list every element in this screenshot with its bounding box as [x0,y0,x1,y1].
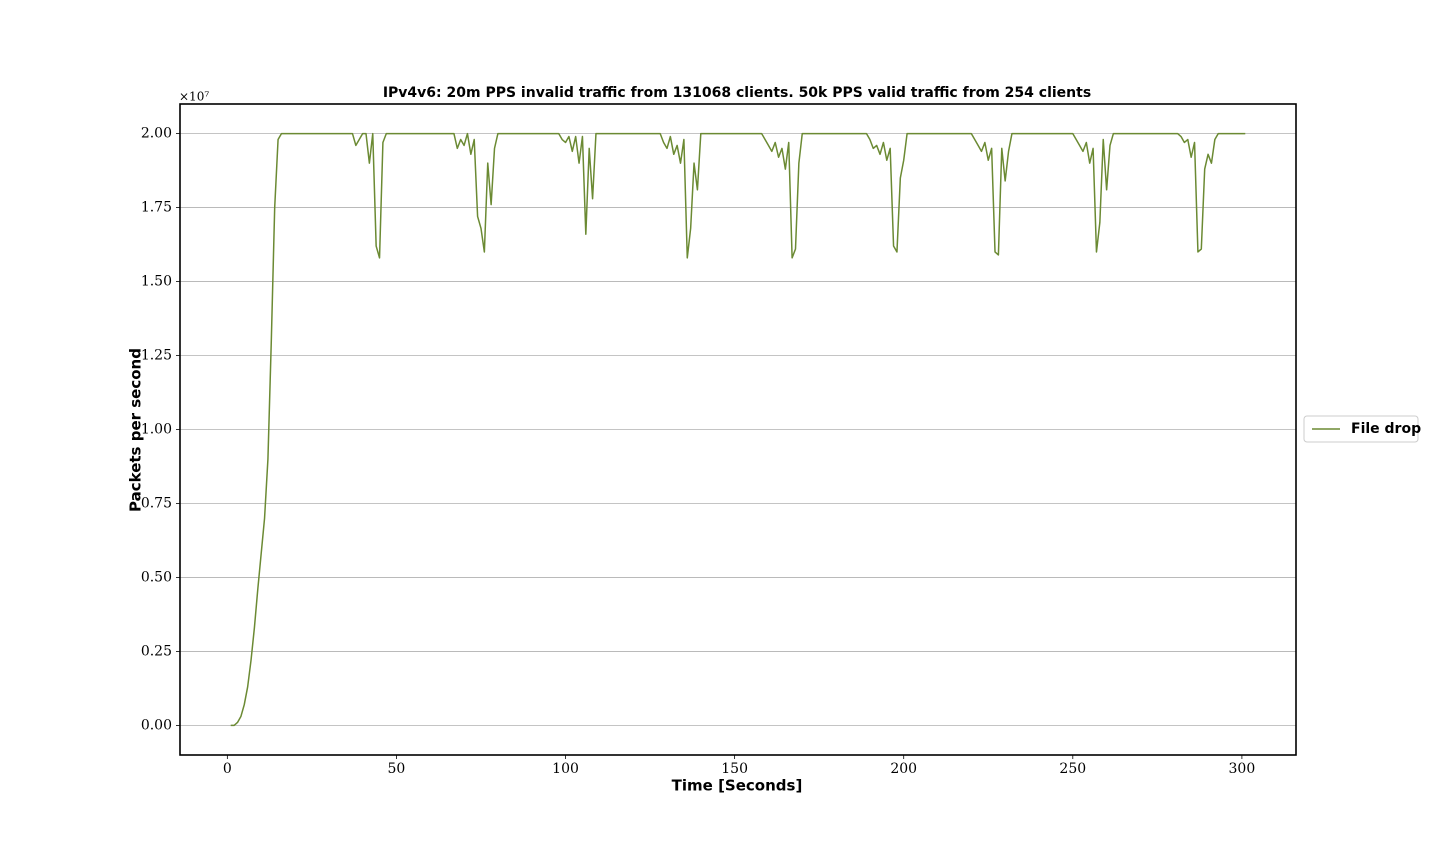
y-tick-label: 0.75 [141,495,172,511]
data-line [230,132,1246,727]
y-axis-label: Packets per second [127,348,145,512]
plot-area [180,132,1296,727]
x-tick-label: 0 [223,761,232,777]
y-tick-label: 1.00 [141,422,172,438]
x-tick-label: 100 [552,761,579,777]
y-tick-label: 1.50 [141,274,172,290]
x-tick-label: 300 [1229,761,1256,777]
chart-title: IPv4v6: 20m PPS invalid traffic from 131… [383,85,1091,101]
legend: File drop [1303,415,1421,443]
x-tick-label: 50 [388,761,406,777]
y-tick-label: 2.00 [141,126,172,142]
x-axis-label: Time [Seconds] [672,777,803,795]
x-tick-label: 150 [721,761,748,777]
legend-label: File drop [1351,421,1421,437]
legend-box [1303,415,1419,443]
y-tick-label: 0.00 [141,717,172,733]
y-tick-label: 1.25 [141,348,172,364]
x-tick-label: 250 [1059,761,1086,777]
x-tick-label: 200 [890,761,917,777]
y-tick-label: 1.75 [141,200,172,216]
y-tick-label: 0.50 [141,569,172,585]
y-offset-text: ×10⁷ [179,90,209,104]
y-tick-label: 0.25 [141,643,172,659]
